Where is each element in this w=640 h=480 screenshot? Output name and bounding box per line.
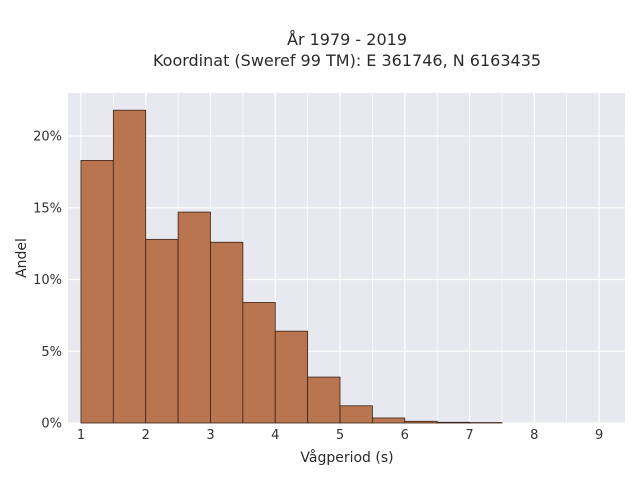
x-tick-label: 4 [271, 428, 279, 443]
histogram-bar [80, 160, 114, 424]
y-tick-label: 20% [33, 130, 62, 145]
histogram-bar [436, 421, 470, 424]
histogram-bar [404, 420, 438, 424]
histogram-bar [177, 211, 211, 424]
y-tick-label: 5% [41, 345, 62, 360]
y-tick-label: 15% [33, 201, 62, 216]
x-tick-label: 3 [206, 428, 214, 443]
histogram-bar [242, 302, 276, 424]
histogram-bar [145, 238, 179, 424]
histogram-bar [274, 330, 309, 424]
x-tick-label: 9 [595, 428, 603, 443]
histogram-bar [210, 241, 244, 424]
x-tick-label: 8 [530, 428, 538, 443]
histogram-bar [339, 405, 373, 424]
histogram-bar [372, 417, 406, 424]
y-axis-label: Andel [14, 238, 30, 278]
x-tick-label: 5 [336, 428, 344, 443]
x-axis-label: Vågperiod (s) [300, 449, 393, 466]
chart-subtitle: Koordinat (Sweref 99 TM): E 361746, N 61… [153, 51, 541, 70]
x-tick-label: 1 [77, 428, 85, 443]
x-tick-label: 6 [401, 428, 409, 443]
chart-title: År 1979 - 2019 [287, 30, 407, 49]
histogram-bar [307, 376, 341, 424]
y-tick-label: 0% [41, 417, 62, 432]
histogram-bar [112, 109, 147, 424]
y-axis-ticks: 0% 5% 10% 15% 20% [33, 130, 62, 432]
x-axis-ticks: 1 2 3 4 5 6 7 8 9 [77, 428, 603, 443]
y-tick-label: 10% [33, 273, 62, 288]
x-tick-label: 2 [142, 428, 150, 443]
x-tick-label: 7 [465, 428, 473, 443]
bars [80, 109, 503, 424]
